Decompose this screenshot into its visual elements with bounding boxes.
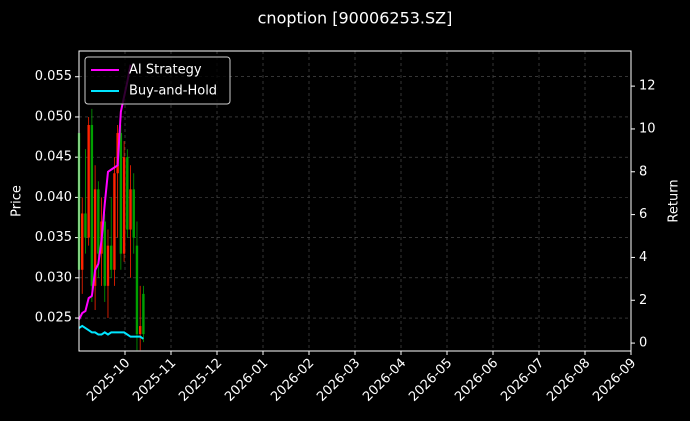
line-series [78, 64, 132, 320]
x-tick-label: 2025-11 [130, 356, 179, 405]
candle-body [97, 189, 100, 254]
line-series [78, 324, 144, 340]
legend-label: Buy-and-Hold [129, 84, 217, 99]
legend-label: AI Strategy [129, 63, 202, 78]
candle-body [81, 213, 84, 270]
x-tick-label: 2026-02 [268, 356, 317, 405]
x-tick-label: 2026-06 [452, 356, 501, 405]
x-tick-label: 2026-05 [406, 356, 455, 405]
y2-tick-label: 0 [639, 336, 647, 351]
candle-body [103, 221, 106, 286]
candle-body [122, 157, 126, 254]
y2-tick-label: 2 [639, 293, 647, 308]
candle-body [129, 189, 132, 230]
chart-title: cnoption [90006253.SZ] [258, 9, 453, 28]
candle-body [90, 124, 94, 286]
candle-body [126, 157, 129, 230]
y-tick-label: 0.030 [35, 270, 72, 285]
y-tick-label: 0.050 [35, 109, 72, 124]
candle-body [110, 245, 113, 270]
candle-body [113, 173, 116, 270]
x-tick-label: 2026-09 [590, 356, 639, 405]
x-tick-label: 2025-10 [84, 356, 133, 405]
y2-tick-label: 12 [639, 79, 656, 94]
legend-box [84, 56, 231, 105]
y-axis-label: Price [10, 185, 25, 217]
candle-body [132, 189, 135, 238]
y2-tick-label: 6 [639, 207, 647, 222]
candle-body [93, 189, 97, 286]
y2-tick-label: 10 [639, 121, 656, 136]
candle-body [142, 293, 145, 335]
x-tick-label: 2026-03 [314, 356, 363, 405]
y-tick-label: 0.025 [35, 311, 72, 326]
y2-tick-label: 4 [639, 250, 647, 265]
candle-body [138, 326, 142, 335]
candle-body [135, 245, 139, 335]
x-tick-label: 2026-08 [544, 356, 593, 405]
candle-body [106, 245, 110, 286]
y2-tick-label: 8 [639, 164, 647, 179]
x-tick-label: 2026-04 [360, 356, 409, 405]
y-tick-label: 0.040 [35, 190, 72, 205]
y-tick-label: 0.055 [35, 69, 72, 84]
y-tick-label: 0.035 [35, 230, 72, 245]
x-tick-label: 2025-12 [176, 356, 225, 405]
candle-body [84, 213, 87, 238]
x-tick-label: 2026-01 [222, 356, 271, 405]
x-tick-label: 2026-07 [498, 356, 547, 405]
y-tick-label: 0.045 [35, 150, 72, 165]
plot-frame [78, 50, 632, 352]
candle-body [87, 124, 90, 238]
y2-axis-label: Return [667, 179, 682, 222]
candle-body [119, 133, 123, 254]
legend: AI Strategy Buy-and-Hold [84, 56, 231, 105]
